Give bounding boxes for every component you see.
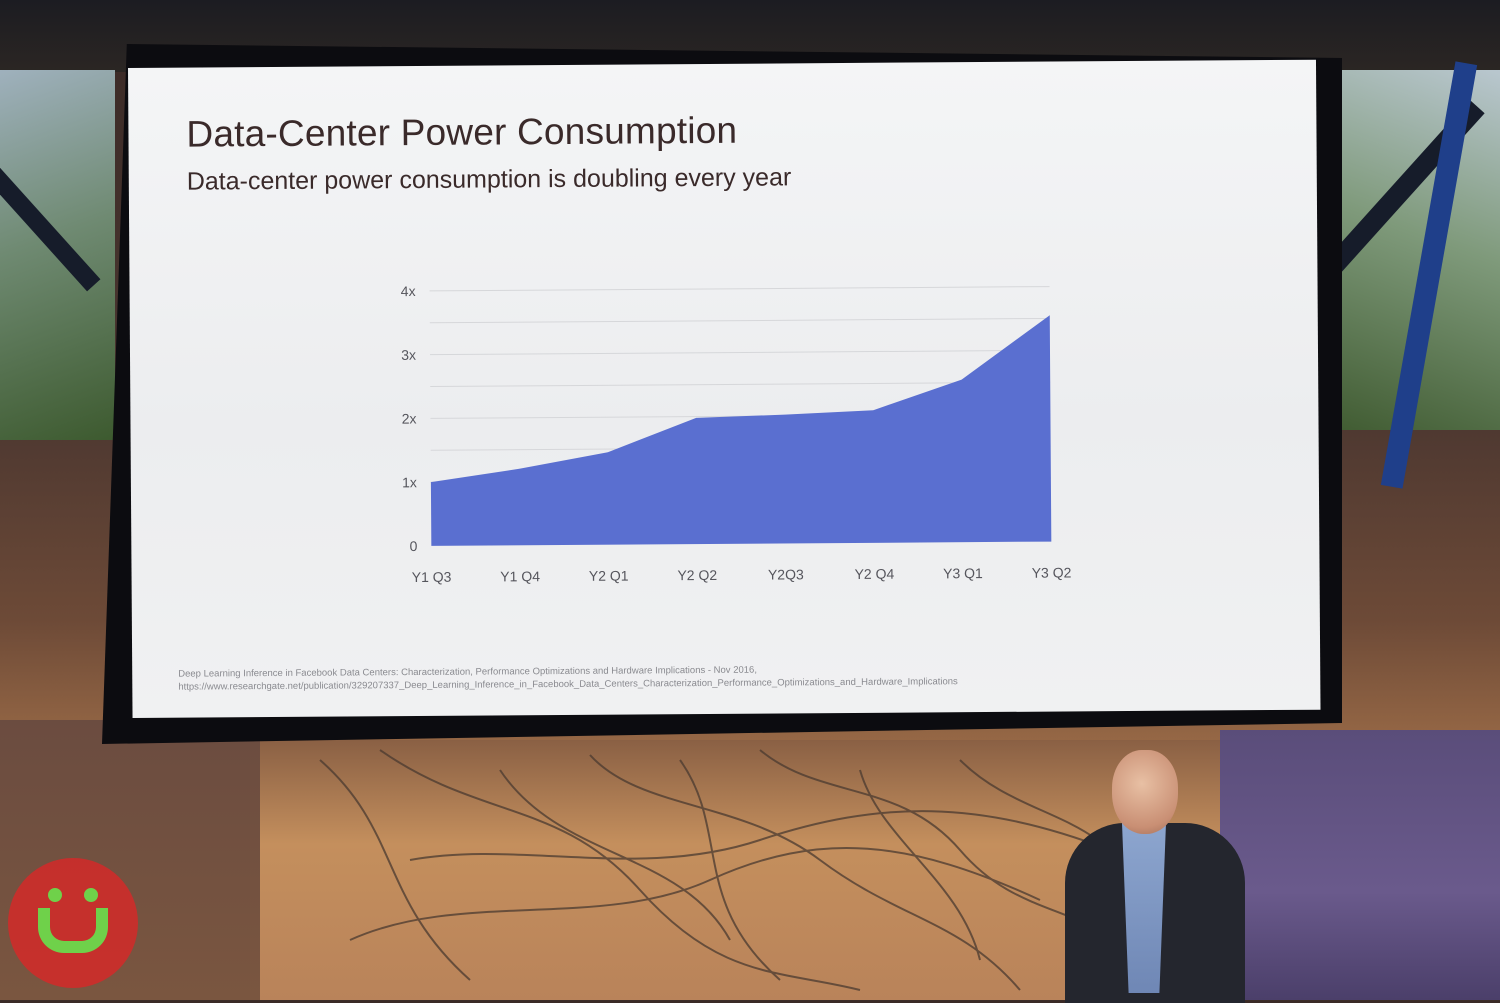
x-tick-label: Y1 Q4 (500, 568, 540, 584)
presentation-slide: Data-Center Power Consumption Data-cente… (128, 60, 1321, 718)
watermark-eye-left (48, 888, 62, 902)
right-wall (1220, 730, 1500, 1000)
watermark-smile (38, 908, 108, 953)
watermark-logo (8, 858, 138, 988)
x-tick-label: Y2Q3 (768, 566, 804, 582)
y-tick-label: 1x (402, 474, 417, 490)
x-tick-label: Y2 Q4 (854, 566, 894, 582)
presenter (1060, 745, 1250, 1000)
x-tick-label: Y2 Q1 (589, 568, 629, 584)
gridline (430, 287, 1050, 291)
gridline (430, 350, 1050, 354)
area-series-0 (430, 315, 1052, 546)
x-tick-label: Y1 Q3 (412, 569, 452, 585)
presenter-shirt (1122, 823, 1166, 993)
x-tick-label: Y3 Q1 (943, 565, 983, 581)
chart-y-axis: 0 1x 2x 3x 4x (401, 283, 418, 554)
watermark-eye-right (84, 888, 98, 902)
y-tick-label: 0 (409, 538, 417, 554)
x-tick-label: Y3 Q2 (1032, 564, 1072, 580)
gridline (430, 318, 1050, 322)
y-tick-label: 4x (401, 283, 416, 299)
chart-x-axis: Y1 Q3 Y1 Q4 Y2 Q1 Y2 Q2 Y2Q3 Y2 Q4 Y3 Q1 Y3 Q2 (412, 564, 1072, 585)
y-tick-label: 2x (402, 410, 417, 426)
chart-area-series (430, 315, 1052, 546)
y-tick-label: 3x (401, 347, 416, 363)
x-tick-label: Y2 Q2 (677, 567, 717, 583)
presenter-head (1112, 750, 1178, 834)
